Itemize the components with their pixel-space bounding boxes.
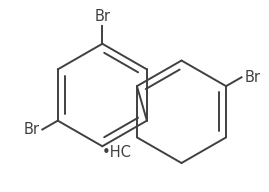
Text: •HC: •HC [102,145,132,160]
Text: Br: Br [94,9,110,24]
Text: Br: Br [23,122,39,137]
Text: Br: Br [245,70,260,85]
